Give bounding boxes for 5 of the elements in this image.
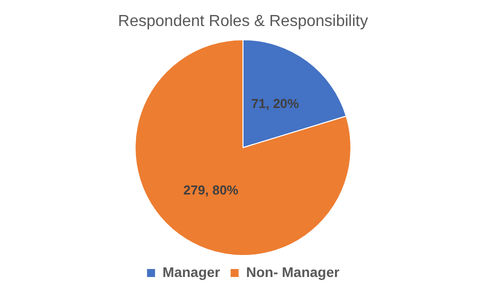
chart-title: Respondent Roles & Responsibility (118, 13, 368, 30)
legend-label: Non- Manager (246, 264, 340, 280)
data-label: 71, 20% (251, 96, 300, 111)
legend-label: Manager (162, 264, 221, 280)
data-label: 279, 80% (183, 182, 239, 198)
